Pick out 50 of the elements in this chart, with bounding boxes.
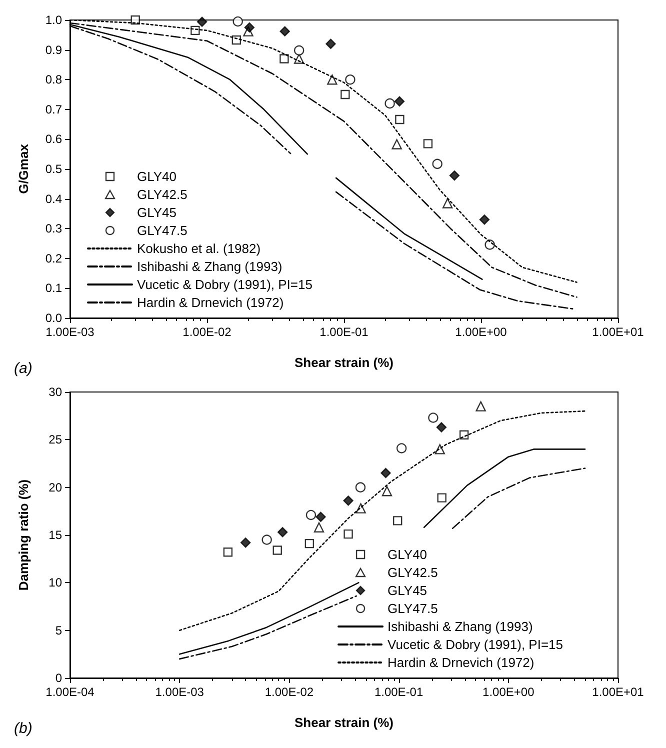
text: (a) <box>14 360 32 377</box>
y-tick-label: 10 <box>48 576 62 590</box>
legend-label: GLY45 <box>137 205 177 220</box>
y-tick-label: 0 <box>55 671 62 685</box>
y-tick-label: 5 <box>55 623 62 638</box>
y-tick-label: 15 <box>48 528 62 542</box>
x-axis-title: Shear strain (%) <box>294 355 394 370</box>
legend-label: GLY47.5 <box>137 223 188 238</box>
legend-label: Kokusho et al. (1982) <box>137 241 261 256</box>
x-tick-label: 1.00E-02 <box>182 325 232 339</box>
x-tick-label: 1.00E-04 <box>46 685 95 699</box>
y-tick-label: 0.9 <box>45 42 62 57</box>
y-tick-label: 0.0 <box>45 311 62 325</box>
legend-label: Hardin & Drnevich (1972) <box>388 655 534 670</box>
y-tick-label: 30 <box>48 385 62 399</box>
y-tick-label: 1.0 <box>45 13 62 27</box>
y-tick-label: 0.8 <box>45 72 62 87</box>
y-axis-title: Damping ratio (%) <box>16 479 31 591</box>
y-tick-label: 0.3 <box>45 222 62 236</box>
legend-label: Ishibashi & Zhang (1993) <box>388 619 533 634</box>
legend-label: GLY40 <box>388 547 428 562</box>
y-tick-label: 25 <box>48 432 62 447</box>
y-tick-label: 0.7 <box>45 102 62 116</box>
legend-label: Vucetic & Dobry (1991), PI=15 <box>137 277 312 292</box>
x-tick-label: 1.00E-03 <box>155 685 204 699</box>
x-tick-label: 1.00E-01 <box>320 325 369 339</box>
y-tick-label: 0.5 <box>45 162 62 176</box>
legend-label: GLY42.5 <box>388 565 438 580</box>
x-tick-label: 1.00E-03 <box>46 325 95 339</box>
legend-label: GLY45 <box>388 583 428 598</box>
text: (b) <box>14 720 32 737</box>
y-tick-label: 20 <box>48 480 62 494</box>
x-tick-label: 1.00E+00 <box>482 685 535 699</box>
y-tick-label: 0.6 <box>45 132 62 146</box>
legend-label: GLY47.5 <box>388 601 438 616</box>
y-axis-title: G/Gmax <box>16 143 31 194</box>
x-tick-label: 1.00E+00 <box>455 325 508 339</box>
x-tick-label: 1.00E-02 <box>264 685 314 699</box>
y-tick-label: 0.4 <box>45 192 62 206</box>
legend-label: Hardin & Drnevich (1972) <box>137 295 284 310</box>
y-tick-label: 0.2 <box>45 251 62 266</box>
x-axis-title: Shear strain (%) <box>294 715 394 730</box>
y-tick-label: 0.1 <box>45 281 62 296</box>
x-tick-label: 1.00E+01 <box>592 325 644 339</box>
x-tick-label: 1.00E+01 <box>592 685 644 699</box>
x-tick-label: 1.00E-01 <box>374 685 424 699</box>
legend-label: GLY40 <box>137 169 177 184</box>
legend-label: Vucetic & Dobry (1991), PI=15 <box>388 637 563 652</box>
legend-label: Ishibashi & Zhang (1993) <box>137 259 282 274</box>
legend-label: GLY42.5 <box>137 187 188 202</box>
